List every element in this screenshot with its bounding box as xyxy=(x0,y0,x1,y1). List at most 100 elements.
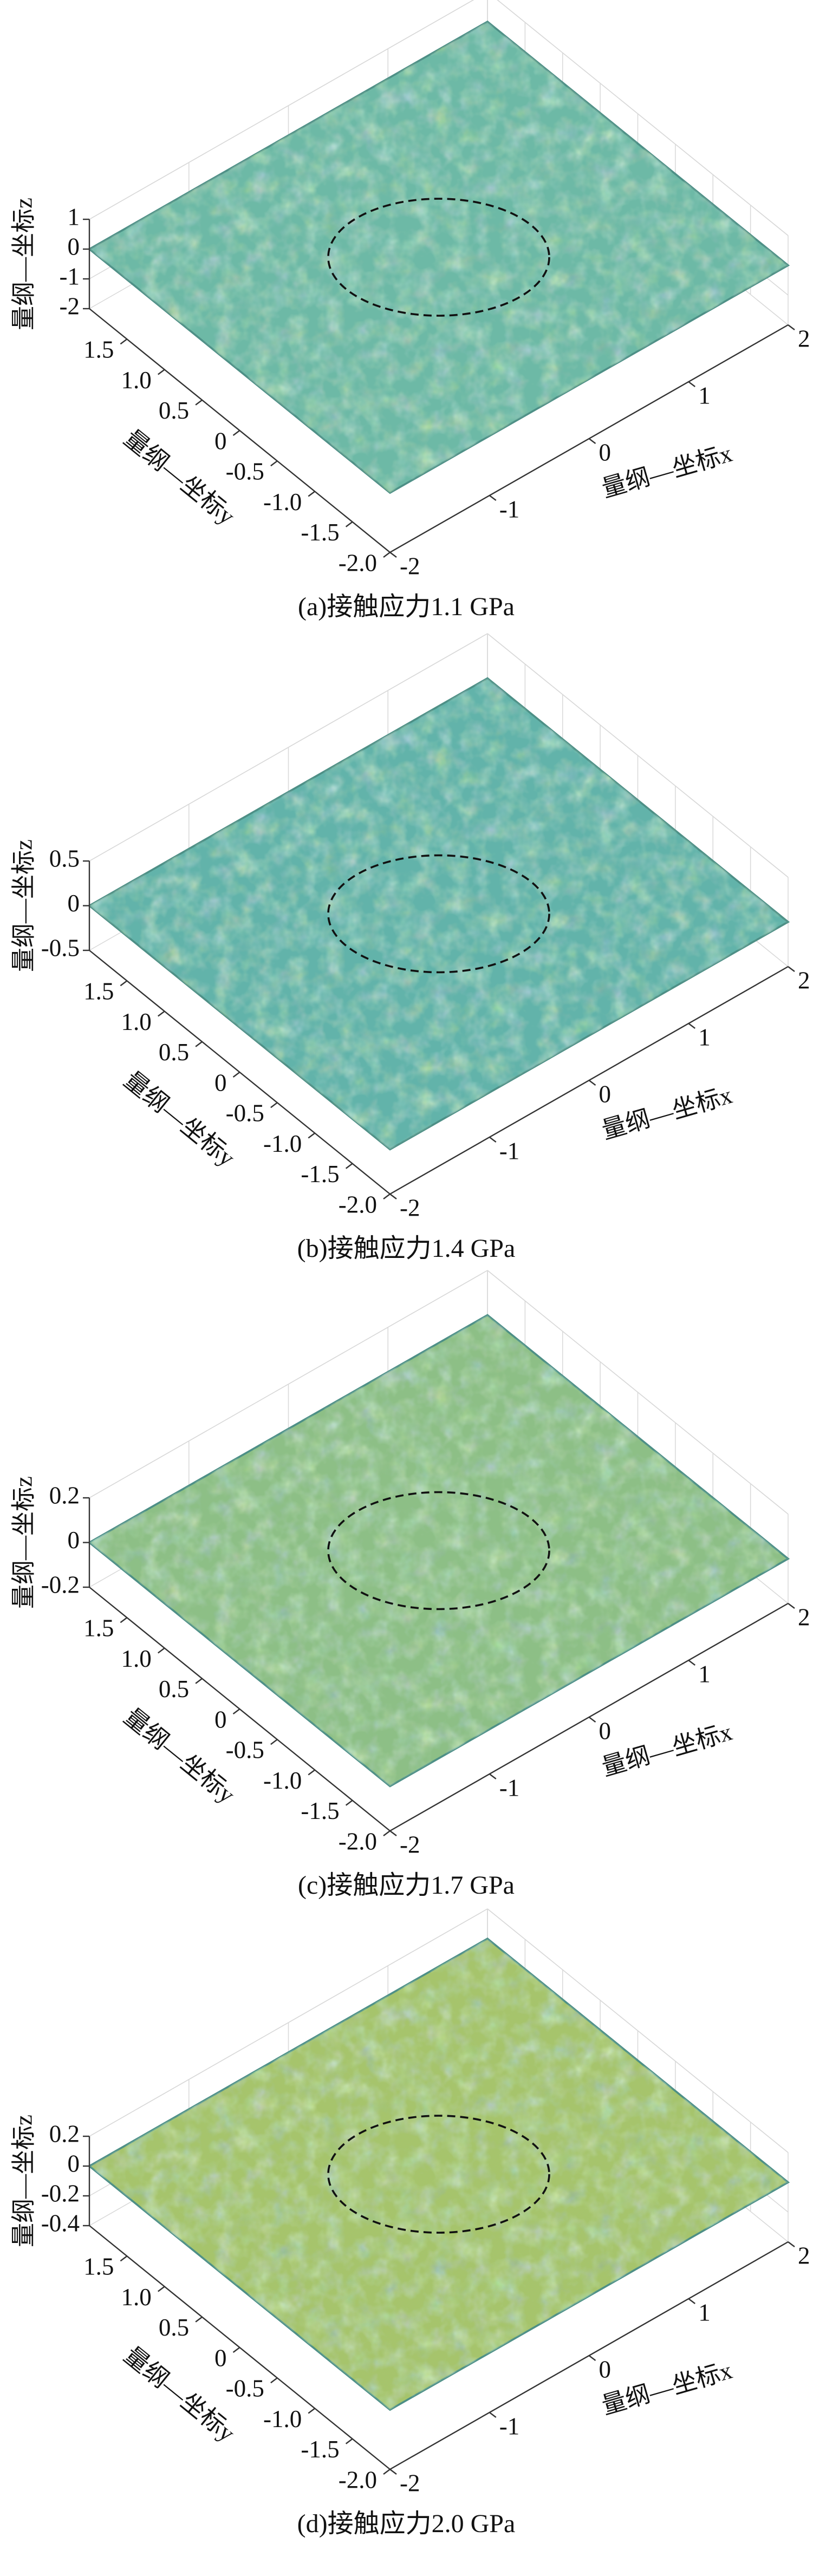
z-tick-label: 0.2 xyxy=(49,1482,80,1509)
y-tick xyxy=(308,491,315,497)
box-edge xyxy=(89,1908,488,2137)
y-tick-label: -1.0 xyxy=(263,2405,302,2432)
x-tick-label: 1 xyxy=(698,382,711,409)
x-tick-label: 2 xyxy=(798,1603,810,1631)
y-tick-label: 0 xyxy=(214,2344,227,2371)
x-tick-label: 2 xyxy=(798,325,810,352)
x-tick xyxy=(588,1080,596,1086)
z-tick-label: 0 xyxy=(68,890,80,917)
y-tick xyxy=(195,1041,203,1047)
y-tick-label: -1.0 xyxy=(263,1130,302,1157)
y-tick xyxy=(195,1678,203,1684)
x-tick xyxy=(489,1773,497,1779)
y-tick-label: 1.5 xyxy=(83,2253,114,2280)
x-axis-label: 量纲—坐标x xyxy=(599,1081,735,1144)
x-tick-label: 1 xyxy=(698,2299,711,2326)
y-tick xyxy=(158,1010,165,1017)
y-tick xyxy=(232,2347,240,2353)
z-axis-label: 量纲—坐标z xyxy=(10,2115,37,2247)
x-tick-label: -1 xyxy=(499,495,520,523)
x-tick-label: -2 xyxy=(400,552,420,579)
y-tick xyxy=(383,552,391,558)
x-tick xyxy=(489,495,497,501)
y-tick-label: 1.0 xyxy=(121,1008,152,1035)
x-axis-label: 量纲—坐标x xyxy=(599,2357,735,2420)
y-tick xyxy=(232,1072,240,1078)
y-tick-label: -1.5 xyxy=(301,2436,339,2463)
panel: -0.4-0.2 0 0.2 -2.0-1.5 -1.0 -0.5 0 0.5 1.0 1.5 -2… xyxy=(10,1908,810,2538)
y-tick xyxy=(383,1830,391,1836)
contact-region xyxy=(327,2115,550,2234)
y-tick-label: 0.5 xyxy=(159,1675,189,1703)
x-tick-label: -1 xyxy=(499,2412,520,2440)
x-tick-label: -2 xyxy=(400,1194,420,1221)
x-tick-label: 0 xyxy=(599,1080,612,1107)
x-axis-label: 量纲—坐标x xyxy=(599,440,735,503)
x-tick xyxy=(688,1660,695,1666)
y-tick-label: 0.5 xyxy=(159,2314,189,2341)
y-tick-label: -1.5 xyxy=(301,1160,339,1188)
y-tick xyxy=(383,2469,391,2475)
y-tick xyxy=(270,1739,278,1745)
x-tick xyxy=(389,1830,397,1836)
y-tick xyxy=(308,2408,315,2414)
y-tick xyxy=(383,1194,391,1199)
y-tick-label: 1.0 xyxy=(121,367,152,394)
x-tick-label: -2 xyxy=(400,2469,420,2496)
y-tick xyxy=(195,2316,203,2323)
x-tick xyxy=(788,1603,795,1609)
y-tick-label: -0.5 xyxy=(226,1737,264,1764)
y-tick xyxy=(120,1617,128,1623)
y-tick-label: 0 xyxy=(214,1706,227,1733)
x-tick xyxy=(588,438,596,444)
x-tick xyxy=(688,381,695,387)
y-tick xyxy=(158,369,165,375)
y-tick xyxy=(308,1769,315,1776)
y-tick xyxy=(120,338,128,345)
y-tick xyxy=(232,430,240,436)
surface-texture xyxy=(89,678,788,1150)
box-edge xyxy=(89,0,474,220)
x-tick-label: 0 xyxy=(599,2356,612,2383)
y-tick-label: -0.5 xyxy=(226,458,264,485)
x-tick xyxy=(389,552,397,558)
box-edge xyxy=(487,1270,789,1515)
y-tick-label: -2.0 xyxy=(339,1828,377,1855)
y-tick xyxy=(195,399,203,406)
z-axis-label: 量纲—坐标z xyxy=(10,1476,37,1609)
z-tick-label: -0.4 xyxy=(41,2209,80,2236)
y-tick xyxy=(345,2438,353,2444)
contact-region xyxy=(327,1491,550,1610)
y-tick-label: 0.5 xyxy=(159,397,189,424)
y-tick-label: -2.0 xyxy=(339,1191,377,1218)
y-tick-label: -2.0 xyxy=(339,549,377,576)
surface-texture xyxy=(89,22,788,493)
y-tick-label: 1.5 xyxy=(83,336,114,363)
z-tick-label: -0.2 xyxy=(41,1571,80,1598)
x-tick xyxy=(489,2412,497,2418)
z-tick-label: 0 xyxy=(68,233,80,260)
panel: -0.2 0 0.2 -2.0-1.5 -1.0 -0.5 0 0.5 1.0 1.5 -2 -1 0 1… xyxy=(10,1270,810,1900)
y-tick xyxy=(345,521,353,527)
y-tick-label: -1.5 xyxy=(301,1797,339,1824)
y-tick-label: 1.0 xyxy=(121,1645,152,1672)
surface-texture xyxy=(89,1939,788,2410)
x-tick-label: -2 xyxy=(400,1831,420,1858)
x-tick xyxy=(489,1137,497,1143)
x-tick xyxy=(788,2241,795,2247)
x-tick xyxy=(389,1194,397,1199)
y-tick-label: 1.0 xyxy=(121,2284,152,2311)
y-tick-label: -0.5 xyxy=(226,1100,264,1127)
y-tick-label: -1.0 xyxy=(263,1767,302,1794)
y-tick xyxy=(158,2286,165,2292)
y-tick xyxy=(308,1132,315,1139)
y-tick xyxy=(120,980,128,987)
y-tick-label: -1.5 xyxy=(301,519,339,546)
y-tick xyxy=(270,460,278,467)
y-tick-label: 1.5 xyxy=(83,1615,114,1642)
x-tick xyxy=(389,2469,397,2475)
panel: -0.5 0 0.5 -2.0-1.5 -1.0 -0.5 0 0.5 1.0 1.5 -2 -1 0 1… xyxy=(10,633,810,1263)
box-edge xyxy=(497,0,789,236)
